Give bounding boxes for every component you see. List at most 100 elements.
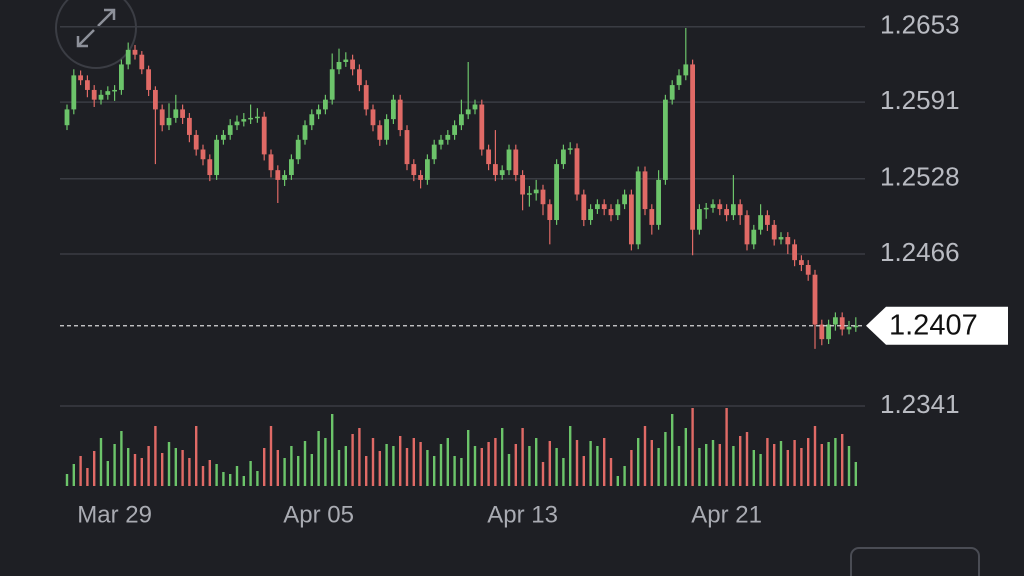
candle-body (812, 274, 818, 325)
candle-body (574, 148, 580, 195)
candle-body (595, 204, 600, 210)
volume-bar (609, 458, 613, 486)
candle-body (819, 324, 825, 340)
volume-bar (603, 438, 606, 486)
volume-bar (365, 456, 368, 486)
volume-bar (589, 441, 592, 486)
volume-bar (834, 438, 837, 486)
candle-body (520, 175, 525, 195)
volume-bar (664, 432, 667, 486)
volume-bar (249, 461, 252, 486)
volume-bar (93, 451, 96, 486)
volume-bar (732, 446, 735, 486)
volume-bar (766, 438, 769, 486)
candle-body (132, 49, 138, 55)
candle-body (200, 149, 206, 160)
candle-body (540, 189, 546, 205)
volume-bar (507, 454, 511, 486)
candle-body (758, 215, 763, 230)
candle-body (207, 159, 213, 176)
expand-icon (76, 8, 116, 48)
volume-bar (637, 438, 640, 486)
volume-bar (548, 441, 551, 486)
volume-bar (290, 446, 293, 486)
volume-bar (167, 442, 171, 486)
candle-body (669, 85, 675, 100)
candle-body (241, 119, 247, 122)
volume-bar (154, 426, 157, 486)
y-tick-label: 1.2341 (880, 389, 960, 419)
x-tick-label: Apr 05 (283, 501, 354, 528)
bottom-button[interactable] (850, 547, 980, 576)
candle-body (663, 99, 668, 180)
candle-body (581, 194, 587, 221)
candle-body (112, 89, 117, 92)
volume-bar (684, 428, 687, 486)
candle-body (846, 326, 852, 330)
candle-body (255, 116, 260, 119)
candle-body (561, 149, 566, 165)
candle-body (166, 117, 172, 126)
volume-bar (140, 458, 143, 486)
candle-body (649, 209, 655, 225)
volume-bar (528, 446, 531, 486)
candle-body (193, 134, 199, 150)
volume-bar (773, 444, 776, 486)
volume-bar (807, 438, 810, 486)
candle-body (336, 61, 342, 70)
volume-bars (65, 408, 857, 486)
candle-body (778, 237, 784, 240)
volume-bar (201, 466, 205, 486)
volume-bar (127, 448, 130, 486)
y-tick-label: 1.2591 (880, 85, 960, 115)
candle-body (615, 204, 621, 216)
candle-body (418, 175, 423, 180)
candle-body (248, 117, 253, 120)
candle-body (323, 99, 328, 110)
volume-bar (337, 450, 341, 486)
candle-body (567, 148, 573, 150)
candle-body (608, 209, 614, 216)
candle-body (214, 139, 219, 176)
volume-bar (575, 440, 579, 486)
volume-bar (276, 450, 279, 486)
candle-body (683, 64, 689, 76)
candle-body (85, 80, 90, 90)
candle-body (397, 99, 403, 131)
volume-bar (324, 438, 327, 486)
volume-bar (569, 426, 572, 486)
candle-body (187, 117, 192, 135)
candle-body (635, 171, 641, 245)
candle-body (357, 69, 362, 86)
candle-body (765, 215, 770, 225)
expand-button[interactable] (55, 0, 137, 69)
volume-bar (752, 450, 755, 486)
candle-body (833, 317, 838, 325)
candle-body (180, 109, 185, 118)
candle-body (465, 109, 471, 115)
volume-bar (358, 428, 361, 486)
candle-body (289, 159, 294, 176)
volume-bar (779, 441, 783, 486)
volume-bar (705, 444, 708, 486)
candle-body (411, 164, 417, 176)
last-price-label: 1.2407 (889, 309, 978, 341)
volume-bar (344, 446, 347, 486)
candle-body (785, 237, 791, 245)
volume-bar (725, 408, 728, 486)
volume-bar (800, 448, 803, 486)
volume-bar (283, 458, 286, 486)
candle-body (751, 229, 757, 245)
volume-bar (596, 446, 599, 486)
candle-body (234, 121, 240, 126)
volume-bar (263, 448, 266, 486)
candle-body (363, 85, 369, 110)
candle-body (377, 125, 383, 140)
candle-body (493, 164, 498, 176)
volume-bar (494, 438, 497, 486)
volume-bar (786, 450, 789, 486)
candle-body (431, 144, 437, 160)
volume-bar (303, 441, 307, 486)
candle-body (295, 139, 301, 160)
